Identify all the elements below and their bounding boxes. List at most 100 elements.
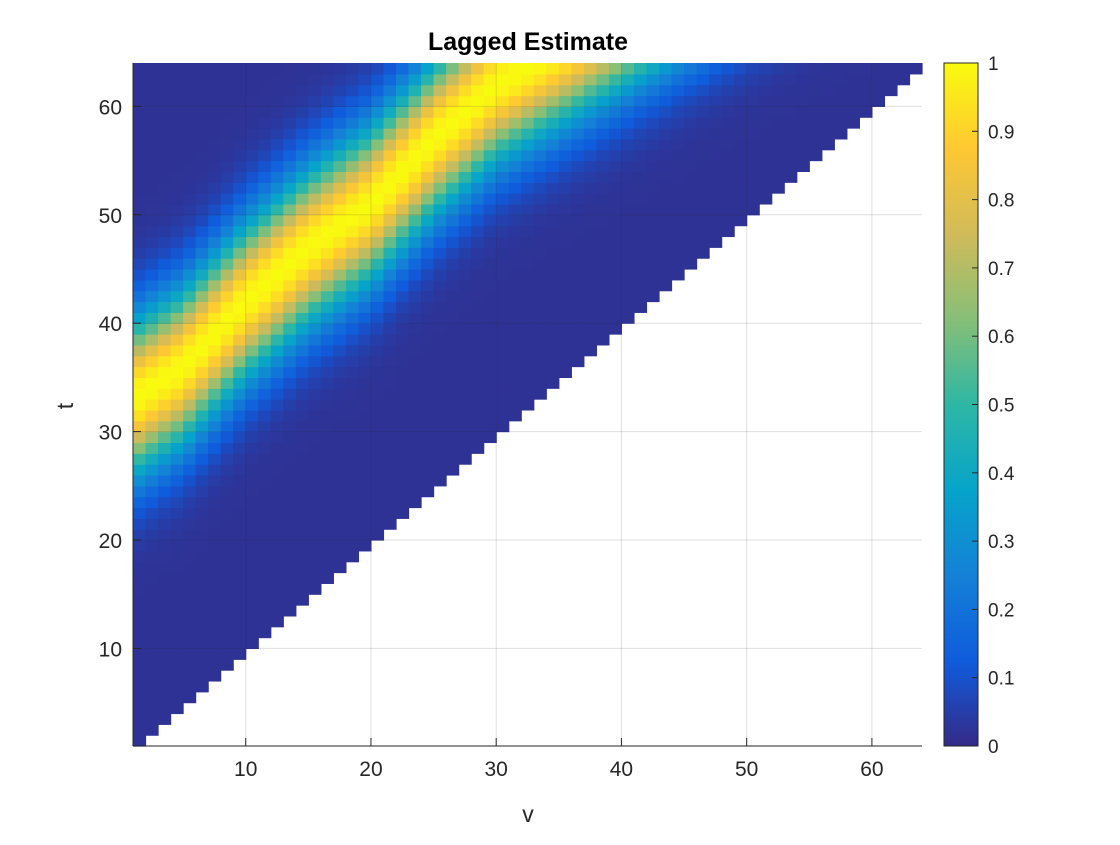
heatmap-cell bbox=[245, 431, 259, 444]
heatmap-cell bbox=[258, 572, 272, 584]
heatmap-cell bbox=[245, 182, 259, 194]
heatmap-cell bbox=[183, 138, 197, 151]
heatmap-cell bbox=[471, 323, 485, 335]
heatmap-cell bbox=[709, 193, 723, 205]
heatmap-cell bbox=[233, 626, 247, 639]
heatmap-cell bbox=[295, 442, 309, 454]
heatmap-cell bbox=[345, 193, 360, 205]
heatmap-cell bbox=[383, 84, 397, 97]
heatmap-cell bbox=[133, 496, 147, 509]
heatmap-cell bbox=[709, 63, 723, 75]
heatmap-cell bbox=[746, 182, 760, 194]
heatmap-cell bbox=[646, 193, 660, 205]
heatmap-cell bbox=[345, 106, 360, 118]
heatmap-cell bbox=[608, 171, 623, 183]
heatmap-cell bbox=[133, 680, 147, 693]
heatmap-cell bbox=[133, 63, 147, 75]
heatmap-cell bbox=[158, 290, 172, 303]
heatmap-cell bbox=[208, 626, 222, 639]
heatmap-cell bbox=[183, 659, 197, 671]
heatmap-cell bbox=[508, 193, 522, 205]
heatmap-cell bbox=[145, 193, 159, 205]
heatmap-cell bbox=[734, 95, 748, 107]
heatmap-cell bbox=[383, 344, 397, 357]
heatmap-cell bbox=[170, 409, 184, 422]
heatmap-cell bbox=[170, 518, 184, 530]
heatmap-cell bbox=[333, 409, 347, 422]
heatmap-cell bbox=[133, 106, 147, 118]
heatmap-cell bbox=[408, 117, 422, 129]
heatmap-cell bbox=[383, 236, 397, 248]
heatmap-cell bbox=[133, 713, 147, 725]
chart-title: Lagged Estimate bbox=[428, 28, 628, 56]
heatmap-cell bbox=[133, 214, 147, 227]
heatmap-cell bbox=[308, 344, 322, 357]
heatmap-cell bbox=[633, 182, 648, 194]
heatmap-cell bbox=[170, 540, 184, 552]
heatmap-cell bbox=[270, 95, 284, 107]
heatmap-cell bbox=[446, 171, 460, 183]
heatmap-cell bbox=[295, 203, 309, 216]
heatmap-cell bbox=[521, 117, 535, 129]
heatmap-cell bbox=[571, 171, 585, 183]
heatmap-cell bbox=[408, 203, 422, 216]
heatmap-cell bbox=[233, 399, 247, 411]
heatmap-cell bbox=[295, 377, 309, 389]
heatmap-cell bbox=[771, 106, 785, 118]
heatmap-cell bbox=[233, 247, 247, 259]
heatmap-cell bbox=[195, 377, 209, 389]
heatmap-cell bbox=[809, 138, 823, 151]
heatmap-cell bbox=[270, 496, 284, 509]
heatmap-cell bbox=[483, 203, 497, 216]
heatmap-cell bbox=[709, 117, 723, 129]
heatmap-cell bbox=[195, 485, 209, 498]
heatmap-cell bbox=[245, 355, 259, 368]
heatmap-cell bbox=[245, 312, 259, 324]
heatmap-cell bbox=[471, 63, 485, 75]
heatmap-cell bbox=[308, 540, 322, 552]
heatmap-cell bbox=[746, 117, 760, 129]
heatmap-cell bbox=[571, 312, 585, 324]
heatmap-cell bbox=[596, 214, 610, 227]
heatmap-cell bbox=[245, 485, 259, 498]
heatmap-cell bbox=[220, 409, 234, 422]
heatmap-cell bbox=[183, 529, 197, 541]
heatmap-cell bbox=[258, 388, 272, 400]
heatmap-cell bbox=[258, 615, 272, 628]
heatmap-cell bbox=[383, 485, 397, 498]
heatmap-cell bbox=[270, 247, 284, 259]
heatmap-cell bbox=[446, 95, 460, 107]
heatmap-cell bbox=[258, 507, 272, 519]
heatmap-cell bbox=[458, 355, 472, 368]
heatmap-cell bbox=[358, 258, 372, 270]
heatmap-cell bbox=[295, 485, 309, 498]
heatmap-cell bbox=[646, 247, 660, 259]
heatmap-cell bbox=[333, 312, 347, 324]
heatmap-cell bbox=[671, 84, 685, 97]
heatmap-cell bbox=[308, 73, 322, 86]
heatmap-cell bbox=[145, 409, 159, 422]
heatmap-cell bbox=[646, 63, 660, 75]
heatmap-cell bbox=[370, 290, 385, 303]
heatmap-cell bbox=[521, 344, 535, 357]
heatmap-cell bbox=[170, 615, 184, 628]
heatmap-cell bbox=[258, 431, 272, 444]
heatmap-cell bbox=[245, 464, 259, 476]
heatmap-cell bbox=[283, 507, 297, 519]
heatmap-cell bbox=[145, 626, 159, 639]
heatmap-cell bbox=[684, 149, 698, 162]
heatmap-cell bbox=[433, 214, 447, 227]
heatmap-cell bbox=[734, 138, 748, 151]
heatmap-cell bbox=[370, 366, 385, 378]
heatmap-cell bbox=[358, 106, 372, 118]
heatmap-cell bbox=[145, 344, 159, 357]
heatmap-cell bbox=[846, 117, 860, 129]
heatmap-cell bbox=[133, 247, 147, 259]
heatmap-cell bbox=[208, 193, 222, 205]
heatmap-cell bbox=[183, 572, 197, 584]
heatmap-cell bbox=[183, 626, 197, 639]
heatmap-cell bbox=[345, 507, 360, 519]
heatmap-cell bbox=[208, 474, 222, 487]
heatmap-cell bbox=[408, 485, 422, 498]
colorbar-tick-label: 0.6 bbox=[988, 327, 1014, 348]
